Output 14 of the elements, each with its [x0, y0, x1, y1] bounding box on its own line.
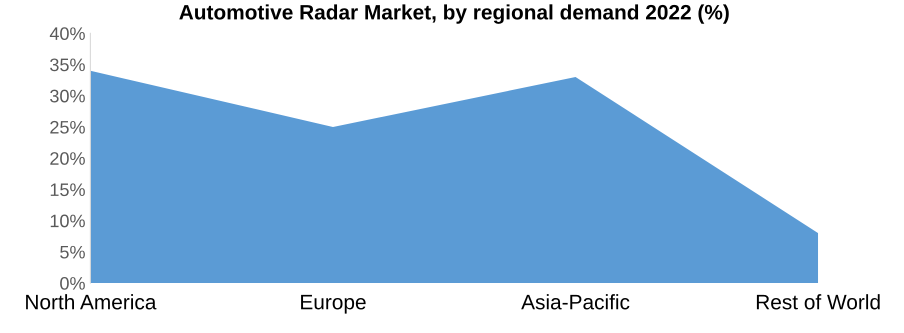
x-tick-label: North America: [26, 294, 156, 310]
x-tick-label: Rest of World: [756, 294, 880, 310]
chart-title: Automotive Radar Market, by regional demand 2022 (%): [179, 4, 729, 24]
y-tick-label: 15%: [50, 183, 85, 196]
x-tick-label: Asia-Pacific: [521, 294, 630, 310]
y-tick-label: 5%: [60, 246, 85, 259]
y-tick-label: 35%: [50, 58, 85, 72]
x-tick-label: Europe: [301, 294, 366, 314]
y-tick-label: 10%: [50, 214, 85, 228]
y-tick-label: 40%: [50, 27, 85, 40]
y-tick-label: 0%: [60, 276, 85, 290]
y-tick-label: 30%: [50, 90, 85, 102]
y-tick-label: 25%: [50, 120, 85, 134]
y-tick-label: 20%: [50, 152, 85, 165]
